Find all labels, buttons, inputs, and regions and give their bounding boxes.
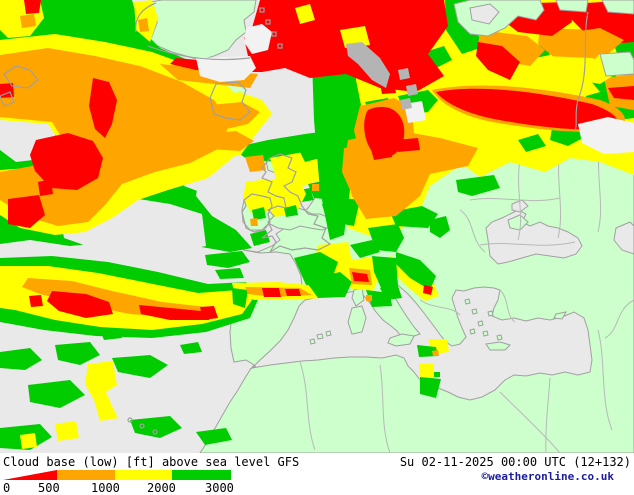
legend-colorbar [3,470,231,480]
map-title: Cloud base (low) [ft] above sea level GF… [3,455,300,469]
legend-segment-500-1000 [57,470,115,480]
map-footer: Cloud base (low) [ft] above sea level GF… [0,453,634,495]
map-canvas [0,0,634,453]
legend-segment-0-500 [3,470,57,480]
island-layer [309,287,567,351]
admin-border-layer [299,144,634,453]
legend-tick-500: 500 [38,481,60,495]
coastline-overlay-layer [0,2,589,435]
forecast-map [0,0,634,453]
copyright-label: ©weatheronline.co.uk [481,470,614,483]
land-overlay-layer [196,0,634,154]
legend-tick-1000: 1000 [91,481,120,495]
forecast-run-timestamp: Su 02-11-2025 00:00 UTC (12+132) [399,455,631,469]
legend-segment-2000-3000 [172,470,231,480]
legend-tick-3000: 3000 [205,481,234,495]
legend-segment-1000-2000 [115,470,172,480]
legend-tick-2000: 2000 [147,481,176,495]
legend-tick-0: 0 [3,481,11,495]
